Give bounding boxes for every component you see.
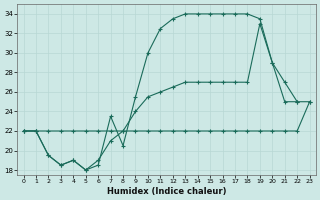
X-axis label: Humidex (Indice chaleur): Humidex (Indice chaleur) xyxy=(107,187,226,196)
